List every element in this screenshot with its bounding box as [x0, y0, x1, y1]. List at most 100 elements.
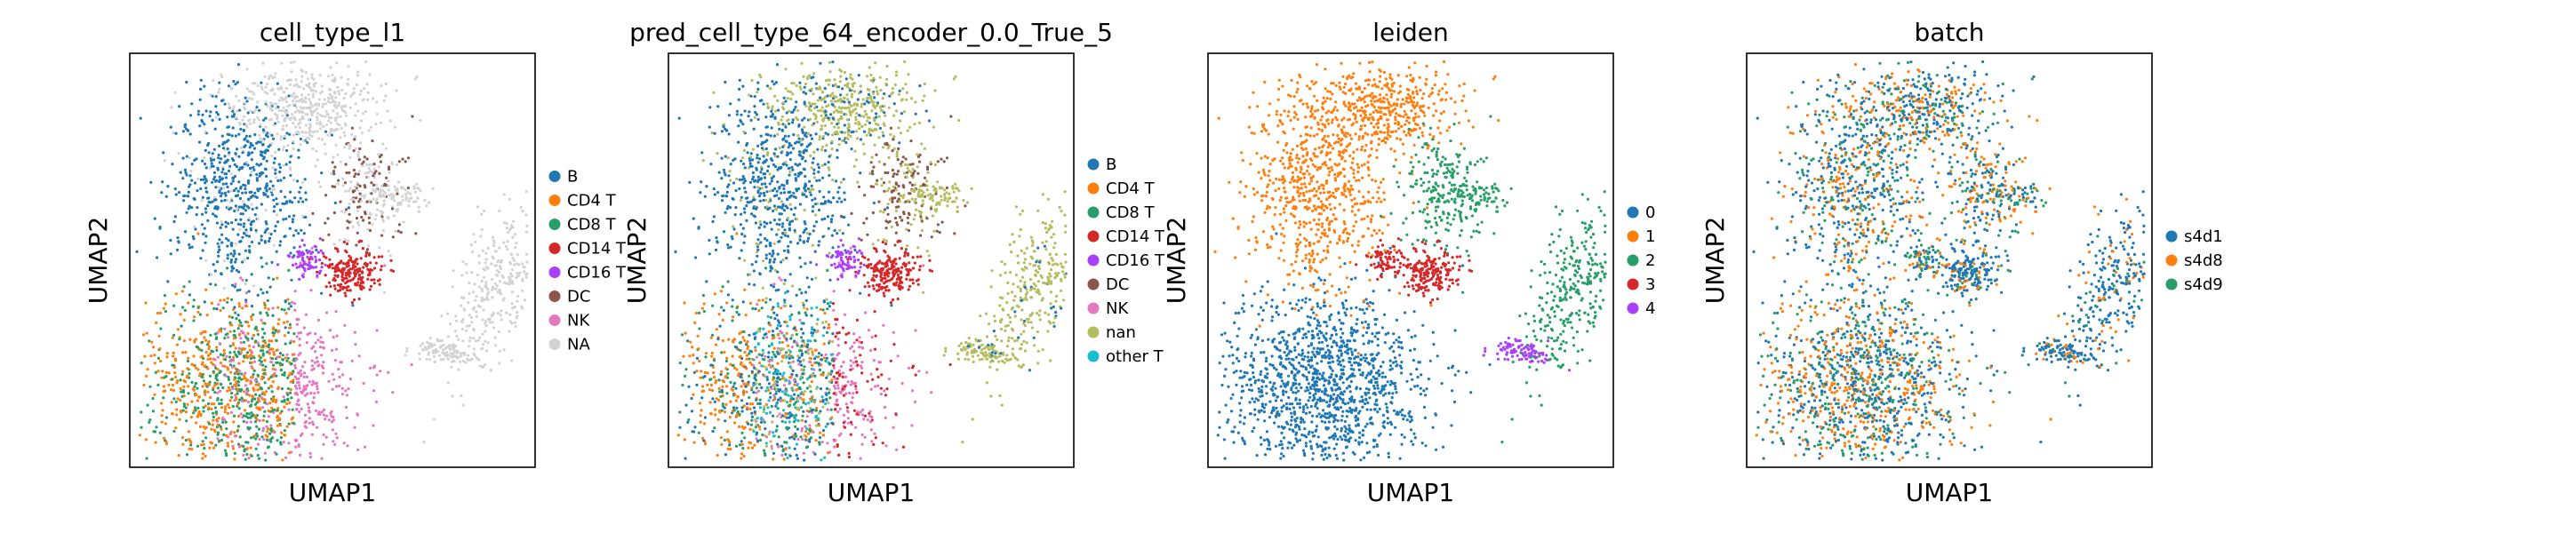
scatter-point [323, 408, 326, 411]
scatter-point [357, 354, 361, 358]
scatter-point [860, 366, 864, 370]
scatter-point [252, 165, 255, 169]
scatter-point [764, 147, 768, 151]
scatter-point [860, 442, 864, 446]
scatter-point [746, 345, 750, 348]
scatter-point [296, 250, 300, 254]
scatter-point [508, 279, 512, 282]
scatter-point [324, 263, 327, 266]
scatter-point [393, 199, 396, 203]
scatter-point [320, 90, 324, 93]
scatter-point [342, 442, 346, 445]
scatter-point [786, 235, 790, 238]
scatter-point [283, 398, 286, 402]
scatter-point [729, 400, 732, 403]
scatter-point [236, 402, 239, 406]
scatter-point [442, 348, 445, 352]
scatter-point [220, 199, 223, 203]
scatter-point [362, 219, 365, 222]
scatter-point [182, 318, 186, 322]
scatter-point [733, 421, 737, 425]
scatter-point [808, 347, 812, 351]
scatter-point [500, 260, 503, 264]
scatter-point [855, 412, 859, 416]
scatter-point [494, 250, 498, 253]
scatter-point [352, 197, 356, 201]
scatter-point [508, 197, 511, 201]
scatter-point [820, 163, 824, 167]
scatter-point [246, 351, 250, 354]
scatter-point [911, 366, 915, 370]
scatter-point [700, 306, 704, 310]
scatter-point [204, 181, 207, 185]
scatter-point [154, 441, 157, 444]
scatter-point [163, 436, 166, 440]
scatter-point [281, 114, 284, 117]
scatter-point [844, 375, 848, 378]
scatter-point [735, 306, 739, 309]
scatter-point [382, 203, 387, 206]
scatter-point [255, 432, 259, 435]
scatter-point [772, 353, 776, 356]
scatter-point [226, 366, 229, 370]
scatter-point [174, 426, 178, 430]
scatter-point [770, 179, 773, 183]
scatter-point [182, 338, 186, 343]
scatter-point [214, 283, 218, 287]
scatter-point [332, 211, 336, 215]
scatter-point [270, 154, 274, 157]
scatter-point [715, 328, 718, 331]
scatter-point [173, 187, 177, 191]
scatter-point [193, 385, 196, 388]
scatter-point [290, 278, 293, 282]
scatter-point [336, 153, 340, 156]
scatter-point [348, 289, 352, 292]
scatter-point [297, 403, 300, 407]
scatter-point [755, 423, 758, 427]
scatter-point [171, 363, 174, 367]
scatter-point [426, 340, 429, 344]
scatter-point [188, 280, 191, 283]
scatter-point [513, 233, 517, 236]
scatter-point [454, 314, 458, 318]
scatter-point [216, 330, 220, 334]
scatter-point [844, 140, 848, 145]
scatter-point [300, 390, 303, 394]
scatter-point [764, 402, 768, 407]
scatter-point [354, 135, 357, 139]
scatter-point [828, 391, 831, 394]
scatter-point [315, 266, 318, 269]
scatter-point [213, 332, 217, 336]
scatter-point [859, 171, 862, 175]
scatter-point [247, 216, 252, 220]
scatter-point [300, 100, 304, 104]
scatter-point [738, 412, 741, 416]
scatter-point [714, 343, 717, 346]
scatter-point [206, 382, 211, 386]
scatter-point [304, 198, 308, 202]
scatter-point [780, 235, 783, 239]
scatter-point [770, 447, 773, 450]
scatter-point [699, 376, 702, 379]
scatter-point [145, 374, 148, 378]
scatter-point [345, 265, 348, 268]
scatter-point [375, 329, 379, 332]
scatter-point [372, 188, 375, 192]
scatter-point [790, 345, 794, 349]
scatter-point [769, 134, 772, 138]
scatter-point [250, 240, 254, 244]
scatter-point [169, 388, 173, 392]
scatter-point [217, 156, 220, 160]
scatter-point [282, 148, 285, 152]
scatter-point [292, 380, 295, 384]
scatter-point [779, 324, 782, 328]
scatter-point [413, 77, 417, 81]
scatter-point [415, 75, 419, 78]
plot-frame [129, 52, 536, 468]
scatter-point [269, 102, 273, 106]
scatter-point [226, 402, 229, 407]
scatter-point [721, 378, 724, 383]
scatter-point [265, 222, 268, 226]
scatter-point [501, 298, 505, 302]
scatter-point [709, 378, 713, 381]
